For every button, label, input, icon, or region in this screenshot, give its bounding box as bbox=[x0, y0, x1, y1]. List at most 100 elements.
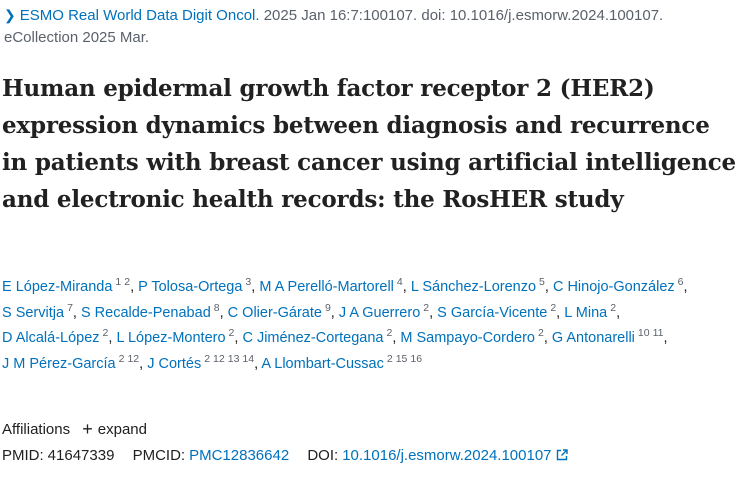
author-separator: , bbox=[219, 304, 224, 321]
affiliation-ref-link[interactable]: 2 bbox=[537, 327, 544, 340]
affiliation-ref-link[interactable]: 1 bbox=[115, 276, 122, 289]
author-name-link[interactable]: M Sampayo-Cordero bbox=[400, 330, 535, 346]
author-name-link[interactable]: S Recalde-Penabad bbox=[80, 304, 211, 321]
author-name-link[interactable]: C Jiménez-Cortegana bbox=[242, 330, 384, 346]
affiliation-ref-link[interactable]: 2 bbox=[118, 352, 125, 365]
author-item: C Jiménez-Cortegana 2, bbox=[242, 327, 397, 346]
author-affiliation-refs: 2 bbox=[226, 327, 235, 339]
author-item: G Antonarelli 10 11, bbox=[551, 327, 668, 346]
author-item: J M Pérez-García 2 12, bbox=[2, 352, 143, 372]
author-item: A Llombart-Cussac 2 15 16 bbox=[261, 353, 422, 372]
doi-link[interactable]: 10.1016/j.esmorw.2024.100107 bbox=[342, 447, 568, 464]
author-item: D Alcalá-López 2, bbox=[2, 327, 113, 346]
pmid-value: 41647339 bbox=[47, 447, 115, 464]
affiliation-ref-link[interactable]: 11 bbox=[652, 327, 664, 340]
author-name-link[interactable]: A Llombart-Cussac bbox=[261, 355, 384, 372]
affiliation-ref-link[interactable]: 16 bbox=[410, 352, 423, 365]
author-name-link[interactable]: J M Pérez-García bbox=[2, 355, 116, 372]
affiliation-ref-link[interactable]: 2 bbox=[386, 352, 393, 365]
affiliation-ref-link[interactable]: 2 bbox=[228, 327, 235, 340]
author-affiliation-refs: 9 bbox=[322, 302, 331, 314]
author-separator: , bbox=[402, 279, 407, 295]
author-name-link[interactable]: G Antonarelli bbox=[551, 330, 635, 346]
author-name-link[interactable]: L López-Montero bbox=[116, 330, 226, 346]
author-separator: , bbox=[72, 304, 77, 321]
author-item: C Hinojo-González 6, bbox=[552, 276, 688, 295]
author-item: E López-Miranda 1 2, bbox=[2, 276, 134, 295]
affiliation-ref-link[interactable]: 2 bbox=[204, 352, 211, 365]
affiliation-ref-link[interactable]: 8 bbox=[213, 301, 220, 314]
affiliation-ref-link[interactable]: 2 bbox=[610, 301, 617, 314]
author-name-link[interactable]: S García-Vicente bbox=[437, 304, 548, 321]
author-item: S Servitja 7, bbox=[2, 301, 77, 321]
citation-details: 2025 Jan 16:7:100107. doi: 10.1016/j.esm… bbox=[263, 7, 664, 24]
author-affiliation-refs: 10 11 bbox=[635, 327, 664, 339]
author-name-link[interactable]: C Hinojo-González bbox=[552, 279, 675, 295]
author-name-link[interactable]: L Sánchez-Lorenzo bbox=[410, 279, 537, 295]
affiliation-ref-link[interactable]: 10 bbox=[637, 327, 650, 340]
affiliation-ref-link[interactable]: 15 bbox=[395, 352, 408, 365]
journal-name-link[interactable]: ESMO Real World Data Digit Oncol. bbox=[19, 7, 260, 24]
affiliation-ref-link[interactable]: 3 bbox=[245, 276, 252, 289]
identifiers-row: PMID: 41647339 PMCID: PMC12836642 DOI: 10.1… bbox=[2, 445, 568, 467]
affiliation-ref-link[interactable]: 9 bbox=[324, 301, 331, 314]
author-item: L Sánchez-Lorenzo 5, bbox=[410, 276, 549, 295]
affiliation-ref-link[interactable]: 4 bbox=[396, 276, 403, 289]
author-separator: , bbox=[683, 279, 688, 295]
author-item: C Olier-Gárate 9, bbox=[227, 302, 335, 321]
author-name-link[interactable]: M A Perelló-Martorell bbox=[259, 279, 394, 295]
author-affiliation-refs: 3 bbox=[242, 276, 251, 288]
author-separator: , bbox=[251, 279, 256, 295]
pmcid-link[interactable]: PMC12836642 bbox=[189, 447, 290, 464]
author-separator: , bbox=[254, 355, 259, 372]
author-separator: , bbox=[544, 279, 549, 295]
pmid-label: PMID: bbox=[2, 447, 44, 464]
author-name-link[interactable]: L Mina bbox=[564, 304, 608, 321]
affiliations-expand-button[interactable]: + expand bbox=[82, 419, 147, 439]
author-item: S Recalde-Penabad 8, bbox=[80, 301, 224, 321]
author-affiliation-refs: 2 bbox=[383, 327, 392, 339]
author-item: M A Perelló-Martorell 4, bbox=[259, 276, 407, 295]
author-list: E López-Miranda 1 2, P Tolosa-Ortega 3, M A… bbox=[2, 275, 732, 377]
chevron-right-icon: ❯ bbox=[4, 7, 16, 23]
affiliation-ref-link[interactable]: 12 bbox=[213, 352, 225, 365]
author-separator: , bbox=[108, 330, 113, 346]
affiliation-ref-link[interactable]: 2 bbox=[124, 276, 131, 289]
author-name-link[interactable]: S Servitja bbox=[2, 304, 65, 321]
author-item: J A Guerrero 2, bbox=[338, 301, 434, 321]
affiliation-ref-link[interactable]: 2 bbox=[550, 301, 557, 314]
affiliation-ref-link[interactable]: 2 bbox=[386, 327, 393, 340]
author-separator: , bbox=[330, 304, 335, 321]
affiliation-ref-link[interactable]: 13 bbox=[227, 352, 240, 365]
affiliation-ref-link[interactable]: 14 bbox=[242, 352, 255, 365]
author-separator: , bbox=[234, 330, 239, 346]
affiliation-ref-link[interactable]: 12 bbox=[127, 352, 140, 365]
author-name-link[interactable]: J Cortés bbox=[147, 355, 202, 372]
journal-citation: ❯ ESMO Real World Data Digit Oncol. 2025 … bbox=[4, 4, 744, 49]
affiliation-ref-link[interactable]: 6 bbox=[677, 276, 684, 289]
affiliation-ref-link[interactable]: 5 bbox=[539, 276, 545, 289]
affiliation-ref-link[interactable]: 2 bbox=[102, 327, 109, 340]
author-name-link[interactable]: E López-Miranda bbox=[2, 279, 113, 295]
author-name-link[interactable]: J A Guerrero bbox=[338, 304, 421, 321]
author-name-link[interactable]: D Alcalá-López bbox=[2, 330, 100, 346]
affiliations-row: Affiliations + expand bbox=[2, 418, 147, 441]
author-affiliation-refs: 2 15 16 bbox=[384, 353, 422, 365]
author-separator: , bbox=[543, 330, 548, 346]
affiliation-ref-link[interactable]: 2 bbox=[423, 301, 430, 314]
expand-label: expand bbox=[97, 421, 147, 438]
author-item: L Mina 2, bbox=[564, 301, 620, 321]
author-name-link[interactable]: P Tolosa-Ortega bbox=[138, 279, 243, 295]
author-separator: , bbox=[429, 304, 434, 321]
affiliations-label: Affiliations bbox=[2, 421, 71, 438]
affiliation-ref-link[interactable]: 7 bbox=[67, 301, 73, 314]
plus-icon: + bbox=[82, 419, 93, 439]
article-title: Human epidermal growth factor receptor 2… bbox=[2, 75, 736, 213]
pmcid-label: PMCID: bbox=[132, 447, 186, 464]
author-name-link[interactable]: C Olier-Gárate bbox=[227, 304, 322, 321]
author-affiliation-refs: 2 bbox=[547, 302, 556, 314]
author-separator: , bbox=[392, 330, 397, 346]
author-separator: , bbox=[663, 330, 668, 346]
